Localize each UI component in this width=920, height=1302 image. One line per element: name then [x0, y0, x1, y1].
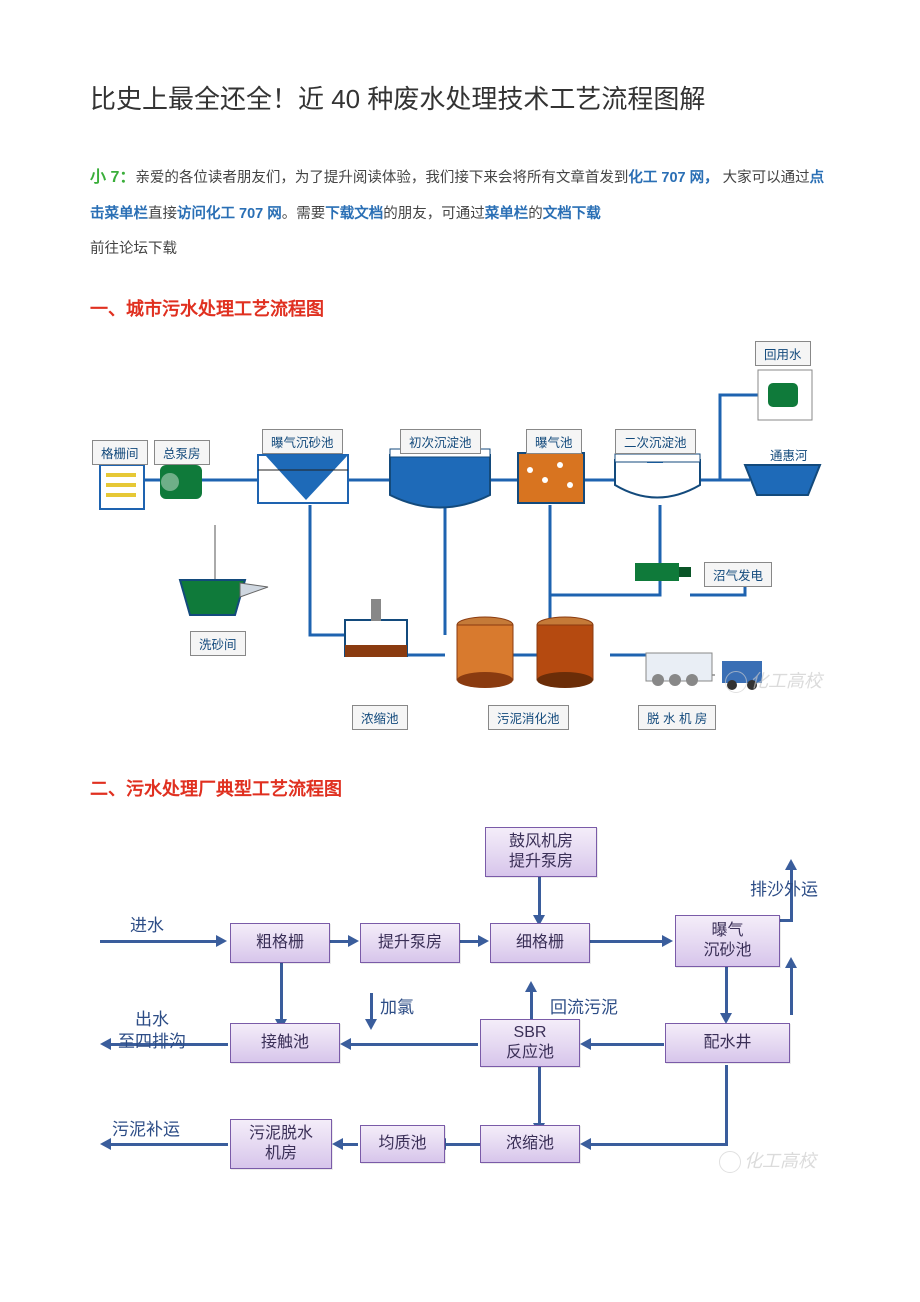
d2-node-peishuijing: 配水井 [665, 1023, 790, 1063]
d2-arrow [348, 935, 359, 947]
d1-label-wunixiaohuachi: 污泥消化池 [488, 705, 569, 730]
d2-arrow [365, 1019, 377, 1030]
d2-node-sbr: SBR 反应池 [480, 1019, 580, 1067]
d2-label-jialv: 加氯 [380, 993, 414, 1018]
d2-node-cugeshan: 粗格栅 [230, 923, 330, 963]
d2-arrow [580, 1038, 591, 1050]
d1-label-zongbengfang: 总泵房 [154, 440, 210, 465]
intro-t4: 。需要 [282, 206, 326, 222]
intro-link-1[interactable]: 化工 707 网， [628, 170, 718, 186]
d1-label-xishajian: 洗砂间 [190, 631, 246, 656]
d2-arrow [100, 1138, 111, 1150]
intro-link-5[interactable]: 菜单栏 [485, 206, 529, 222]
diagram1-svg [90, 335, 830, 745]
intro-t7: 前往论坛下载 [90, 241, 177, 257]
d2-label-paishawaiyun: 排沙外运 [750, 875, 818, 900]
d1-label-chucichendianchi: 初次沉淀池 [400, 429, 481, 454]
d2-line [790, 967, 793, 1015]
d2-node-puqichenshachi: 曝气 沉砂池 [675, 915, 780, 967]
intro-t5: 的朋友，可通过 [383, 206, 485, 222]
d2-node-jiechuchi: 接触池 [230, 1023, 340, 1063]
d2-arrow [340, 1038, 351, 1050]
intro-paragraph: 小 7：亲爱的各位读者朋友们，为了提升阅读体验，我们接下来会将所有文章首发到化工… [90, 159, 830, 267]
d2-arrow [785, 957, 797, 968]
d2-line [350, 1043, 478, 1046]
d1-label-tuoshuijifang: 脱 水 机 房 [638, 705, 716, 730]
diagram2-area: 鼓风机房 提升泵房 粗格栅 提升泵房 细格栅 曝气 沉砂池 接触池 SBR 反应… [90, 815, 830, 1195]
d2-arrow [100, 1038, 111, 1050]
intro-link-4[interactable]: 下载文档 [325, 206, 383, 222]
d2-line [778, 919, 793, 922]
d2-line [460, 940, 480, 943]
d2-arrow [478, 935, 489, 947]
d2-arrow [580, 1138, 591, 1150]
d2-line [110, 1143, 228, 1146]
d2-node-wunituoshuijifang: 污泥脱水 机房 [230, 1119, 332, 1169]
d2-arrow [785, 859, 797, 870]
d2-line [590, 1043, 664, 1046]
diagram1-area: 回用水 格栅间 总泵房 曝气沉砂池 初次沉淀池 曝气池 二次沉淀池 通惠河 沼气… [90, 335, 830, 745]
d1-label-geshajian: 格栅间 [92, 440, 148, 465]
section2-heading: 二、污水处理厂典型工艺流程图 [90, 775, 830, 801]
d1-label-zhaoqifadian: 沼气发电 [704, 562, 772, 587]
intro-t1: 亲爱的各位读者朋友们，为了提升阅读体验，我们接下来会将所有文章首发到 [135, 170, 628, 186]
d2-line [530, 991, 533, 1021]
d2-node-nongsuochi: 浓缩池 [480, 1125, 580, 1163]
d2-arrow [525, 981, 537, 992]
d2-line [100, 940, 218, 943]
watermark-icon [719, 1151, 741, 1173]
d2-arrow [332, 1138, 343, 1150]
d2-label-huiliuwuni: 回流污泥 [550, 993, 618, 1018]
d1-label-puqichi: 曝气池 [526, 429, 582, 454]
intro-link-6[interactable]: 文档下载 [543, 206, 601, 222]
intro-t3: 直接 [148, 206, 177, 222]
section1-heading: 一、城市污水处理工艺流程图 [90, 295, 830, 321]
d1-label-tonghuihe: 通惠河 [762, 443, 816, 466]
watermark-text2: 化工高校 [744, 1151, 816, 1171]
intro-link-3[interactable]: 访问化工 707 网 [177, 206, 282, 222]
intro-t2: 大家可以通过 [723, 170, 810, 186]
d2-line [725, 1065, 728, 1143]
d2-line [538, 1067, 541, 1125]
d2-line [445, 1143, 480, 1146]
d1-label-ercichendianchi: 二次沉淀池 [615, 429, 696, 454]
d2-node-junzhichi: 均质池 [360, 1125, 445, 1163]
d2-line [330, 940, 350, 943]
d2-line [370, 993, 373, 1021]
d2-line [725, 967, 728, 1015]
d1-label-nongsuochi: 浓缩池 [352, 705, 408, 730]
d2-line [590, 1143, 728, 1146]
d2-label-chushui: 出水 至四排沟 [118, 1009, 186, 1053]
d2-line [342, 1143, 358, 1146]
d2-line [590, 940, 664, 943]
intro-lead: 小 7： [90, 169, 135, 186]
watermark-text: 化工高校 [750, 671, 822, 691]
d2-label-wunibuyun: 污泥补运 [112, 1115, 180, 1140]
intro-t6: 的 [528, 206, 543, 222]
d1-label-puqichenshachi: 曝气沉砂池 [262, 429, 343, 454]
d2-line [280, 963, 283, 1021]
d2-line [538, 877, 541, 917]
d2-arrow [662, 935, 673, 947]
watermark2: 化工高校 [719, 1147, 816, 1173]
page-title: 比史上最全还全！近 40 种废水处理技术工艺流程图解 [90, 80, 830, 119]
d2-label-jinshui: 进水 [130, 911, 164, 936]
d2-arrow [216, 935, 227, 947]
watermark-icon [725, 671, 747, 693]
d2-node-gufengjifang: 鼓风机房 提升泵房 [485, 827, 597, 877]
d2-node-tishengbengfang: 提升泵房 [360, 923, 460, 963]
d1-label-huiyongshui: 回用水 [755, 341, 811, 366]
d2-node-xigeshan: 细格栅 [490, 923, 590, 963]
watermark: 化工高校 [725, 667, 822, 693]
